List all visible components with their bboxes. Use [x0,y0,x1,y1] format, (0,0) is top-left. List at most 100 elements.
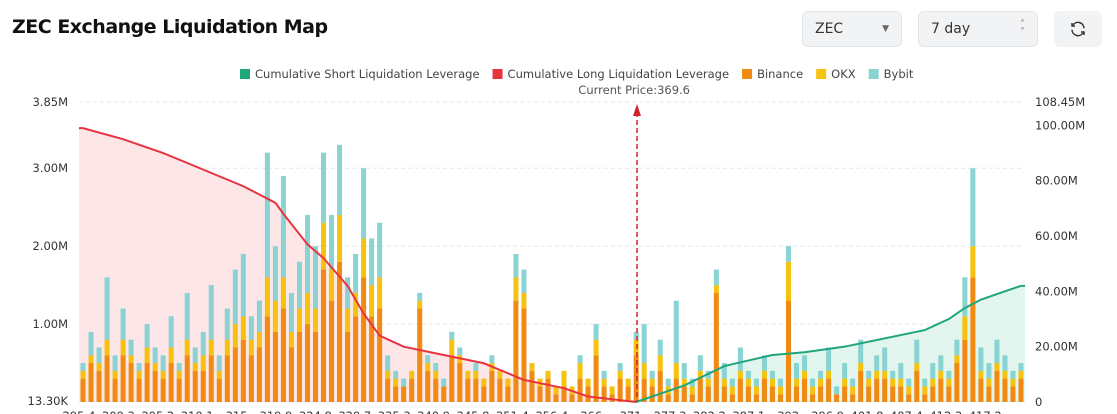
bar-bybit [890,370,896,379]
bar-binance [970,277,976,402]
x-tick: 329.7 [338,409,371,414]
bar-binance [593,355,599,402]
bar-okx [465,370,471,379]
bar-binance [986,386,992,402]
bar-okx [657,355,663,371]
bar-okx [200,355,206,371]
bar-bybit [761,355,767,371]
bar-bybit [208,285,214,340]
bar-okx [481,378,487,387]
bar-okx [882,370,888,379]
bar-binance [737,378,743,402]
bar-okx [737,370,743,379]
bar-okx [144,347,150,364]
bar-binance [497,378,503,402]
bar-okx [280,277,286,309]
bar-binance [481,386,487,402]
bar-binance [96,370,102,402]
x-tick: 417.2 [969,409,1002,414]
bar-okx [256,331,262,348]
bar-binance [761,378,767,402]
bar-bybit [745,370,751,379]
x-tick: 401.8 [851,409,884,414]
bar-bybit [256,300,262,332]
bar-bybit [697,355,703,371]
bar-binance [657,370,663,402]
bar-okx [633,339,639,356]
bar-binance [449,355,455,402]
coin-select[interactable]: ZEC ▼ [802,11,902,47]
range-select-value: 7 day [931,21,971,37]
bar-okx [753,386,759,395]
bar-okx [312,308,319,332]
bar-okx [858,363,864,371]
bar-binance [208,355,214,402]
bar-binance [890,386,896,402]
bar-binance [473,378,479,402]
bar-binance [1010,386,1016,402]
bar-binance [553,394,559,402]
bar-binance [176,378,182,402]
bar-binance [184,355,190,402]
bar-bybit [657,339,663,356]
bar-bybit [946,370,952,379]
bar-bybit [160,355,166,371]
y-right-tick: 80.00M [1035,174,1078,188]
bar-okx [473,370,479,379]
bar-binance [256,347,262,402]
bar-bybit [296,261,302,309]
bar-binance [120,355,126,402]
bar-okx [449,339,455,356]
bar-binance [441,386,447,402]
bar-binance [401,386,407,402]
bar-binance [104,355,110,402]
bar-bybit [96,347,102,364]
bar-okx [160,370,166,379]
bar-bybit [280,176,286,278]
bar-bybit [874,355,880,371]
bar-binance [705,386,711,402]
bar-binance [168,363,174,402]
bar-binance [641,378,647,402]
bar-bybit [794,363,800,379]
bar-binance [529,370,535,402]
x-tick: 295.4 [63,409,96,414]
bar-okx [513,277,519,301]
bar-binance [930,386,936,402]
refresh-button[interactable] [1054,11,1102,47]
bar-binance [80,378,86,402]
bar-okx [529,363,535,371]
bar-okx [240,316,246,340]
long-area [79,128,637,402]
bar-binance [866,386,872,402]
bar-bybit [954,339,960,356]
bar-bybit [521,269,527,293]
x-tick: 319.9 [260,409,293,414]
range-select[interactable]: 7 day ˄ ˅ [918,11,1038,47]
x-tick: 356.4 [535,409,568,414]
bar-bybit [777,378,783,387]
bar-binance [802,378,808,402]
bar-binance [433,378,439,402]
bar-okx [385,370,391,379]
bar-binance [713,292,719,402]
bar-okx [216,370,222,379]
bar-binance [224,355,230,402]
bar-bybit [240,253,246,317]
bar-bybit [401,378,407,387]
x-tick: 407.4 [890,409,923,414]
bar-okx [705,378,711,387]
bar-okx [1002,370,1008,379]
x-tick: 340.9 [417,409,450,414]
bar-okx [176,370,182,379]
bar-binance [128,363,134,402]
bar-bybit [713,269,719,286]
coin-select-value: ZEC [815,21,844,37]
bar-okx [168,347,174,364]
bar-bybit [513,253,519,278]
bar-bybit [441,378,447,387]
bar-binance [633,355,639,402]
bar-bybit [264,152,270,278]
bar-binance [882,378,888,402]
